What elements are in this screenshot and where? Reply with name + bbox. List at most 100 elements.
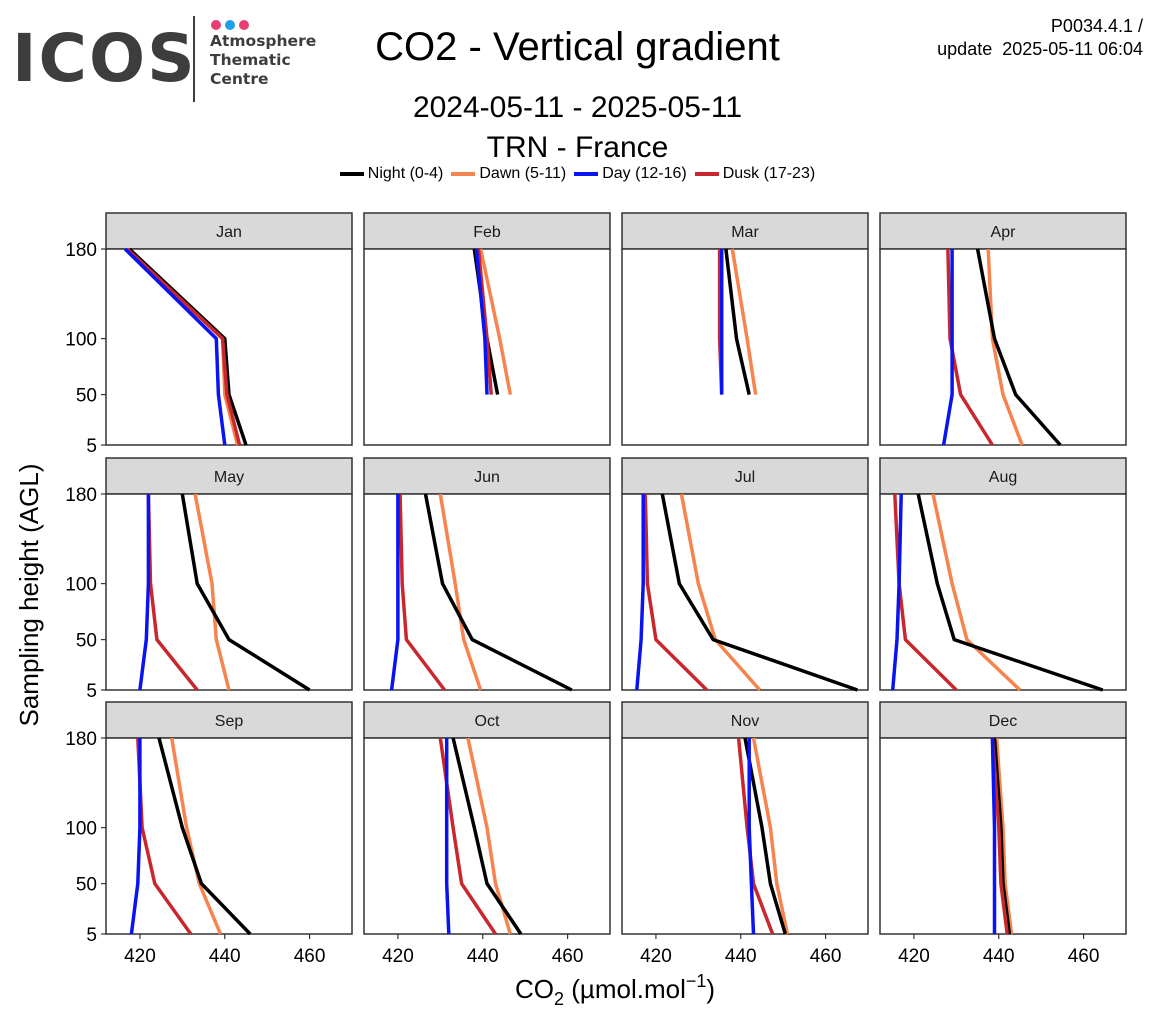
panel-strip <box>879 212 1127 250</box>
series-line-night <box>724 248 751 395</box>
panel-feb: Feb <box>363 212 611 446</box>
legend-label: Day (12-16) <box>602 165 687 182</box>
logo-subtitle-line: Thematic <box>210 51 291 69</box>
panel-strip <box>621 212 869 250</box>
y-tick-label: 5 <box>86 436 97 457</box>
series-line-day <box>129 738 142 935</box>
series-line-dusk <box>946 248 994 446</box>
series-line-dusk <box>476 248 493 395</box>
x-axis-title-part: 2 <box>554 989 564 1009</box>
panel-aug: Aug <box>879 457 1127 692</box>
y-axis-title: Sampling height (AGL) <box>14 463 44 726</box>
panel-strip-label: Apr <box>991 224 1017 241</box>
series-line-dusk <box>126 247 242 446</box>
legend-swatch <box>339 172 364 176</box>
series-line-dusk <box>643 493 709 692</box>
panel-strip <box>363 457 611 495</box>
series-line-night <box>992 737 1012 935</box>
panel-strip <box>621 457 869 495</box>
logo-divider <box>193 16 195 102</box>
series-line-dawn <box>730 248 758 395</box>
panel-frame <box>363 493 611 691</box>
y-tick-label: 5 <box>86 925 97 946</box>
update-timestamp: update 2025-05-11 06:04 <box>937 39 1143 59</box>
series-line-day <box>941 249 954 446</box>
panel-strip-label: Feb <box>473 224 501 241</box>
series-line-dawn <box>679 493 762 692</box>
series-line-night <box>660 493 858 692</box>
x-tick-label: 460 <box>810 946 842 967</box>
series-line-dawn <box>478 248 513 395</box>
y-tick-label: 180 <box>65 485 97 506</box>
x-tick-label: 460 <box>552 946 584 967</box>
series-line-day <box>123 247 227 446</box>
series-line-dawn <box>751 737 790 935</box>
chart-station: TRN - France <box>486 131 669 164</box>
y-tick-label: 50 <box>76 386 97 407</box>
panel-strip <box>879 701 1127 739</box>
legend: Night (0-4) Dawn (5-11) Day (12-16) Dusk (1… <box>0 165 1155 183</box>
series-line-day <box>890 493 903 691</box>
series-line-dusk <box>893 493 958 692</box>
panel-nov: Nov 420 440 460 <box>621 701 869 967</box>
product-reference: P0034.4.1 / update 2025-05-11 06:04 <box>937 15 1143 61</box>
y-tick-label: 180 <box>65 729 97 750</box>
panel-jan: Jan 5 50 100 180 <box>65 212 353 457</box>
panel-strip <box>105 212 353 250</box>
panel-oct: Oct 420 440 460 <box>363 701 611 967</box>
panel-strip-label: Sep <box>215 713 244 730</box>
x-tick-label: 460 <box>294 946 326 967</box>
series-line-night <box>451 737 523 935</box>
x-tick-label: 440 <box>467 946 499 967</box>
y-tick-label: 100 <box>65 819 97 840</box>
panel-frame <box>621 248 869 446</box>
x-axis-title-part: ) <box>706 974 715 1004</box>
logo-wordmark: ICOS <box>12 20 197 97</box>
x-tick-label: 420 <box>124 946 156 967</box>
panel-dec: Dec 420 440 460 <box>879 701 1127 967</box>
series-line-night <box>916 493 1104 692</box>
panel-frame <box>621 493 869 691</box>
x-axis-title-part: CO <box>515 974 554 1004</box>
panel-strip-label: Aug <box>989 469 1017 486</box>
y-tick-label: 100 <box>65 575 97 596</box>
x-tick-label: 420 <box>640 946 672 967</box>
icos-logo: ICOS Atmosphere Thematic Centre <box>10 12 330 107</box>
series-line-day <box>990 737 997 934</box>
panel-apr: Apr <box>879 212 1127 447</box>
series-line-night <box>743 737 787 935</box>
y-tick-label: 50 <box>76 875 97 896</box>
panel-frame <box>879 248 1127 446</box>
x-axis-title: CO2 (µmol.mol−1) <box>515 971 715 1009</box>
logo-dot <box>225 20 235 30</box>
panel-frame <box>105 737 353 935</box>
panel-frame <box>879 493 1127 691</box>
series-line-day <box>389 494 400 691</box>
x-tick-label: 420 <box>898 946 930 967</box>
series-line-dawn <box>931 493 1022 692</box>
panel-strip-label: Nov <box>731 713 759 730</box>
panel-strip <box>105 701 353 739</box>
panel-strip-label: Dec <box>989 713 1017 730</box>
y-tick-label: 50 <box>76 631 97 652</box>
y-tick-label: 180 <box>65 240 97 261</box>
series-line-night <box>975 248 1062 447</box>
series-line-day <box>474 248 489 395</box>
legend-item-dusk: Dusk (17-23) <box>694 165 816 183</box>
series-line-dawn <box>986 248 1024 446</box>
legend-swatch <box>574 172 599 176</box>
panel-jul: Jul <box>621 457 869 692</box>
legend-swatch <box>451 172 476 176</box>
series-line-dusk <box>398 493 446 692</box>
panel-sep: Sep 5 50 100 180 420 440 460 <box>65 701 353 967</box>
series-line-night <box>180 493 311 692</box>
x-axis-title-part: −1 <box>686 971 707 991</box>
panel-strip-label: Jan <box>216 224 242 241</box>
y-tick-label: 100 <box>65 330 97 351</box>
x-tick-label: 460 <box>1068 946 1100 967</box>
logo-dot <box>239 20 249 30</box>
legend-label: Dusk (17-23) <box>722 165 816 182</box>
legend-item-night: Night (0-4) <box>339 165 443 183</box>
series-line-day <box>138 494 151 691</box>
